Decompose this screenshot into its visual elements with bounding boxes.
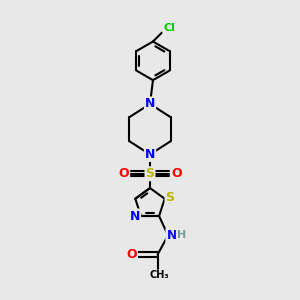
Text: N: N	[167, 229, 177, 242]
Text: S: S	[166, 191, 175, 204]
Text: O: O	[118, 167, 129, 180]
Text: N: N	[145, 98, 155, 110]
Text: N: N	[145, 148, 155, 161]
Text: O: O	[126, 248, 137, 261]
Text: Cl: Cl	[164, 23, 175, 33]
Text: S: S	[146, 167, 154, 180]
Text: O: O	[171, 167, 182, 180]
Text: CH₃: CH₃	[149, 270, 169, 280]
Text: N: N	[130, 209, 140, 223]
Text: H: H	[177, 230, 186, 240]
